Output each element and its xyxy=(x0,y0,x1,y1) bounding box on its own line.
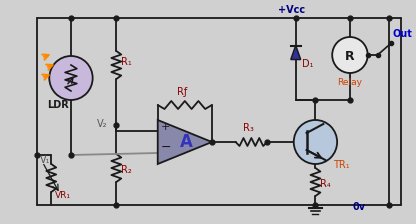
Circle shape xyxy=(49,56,93,100)
Text: A: A xyxy=(180,133,193,151)
Text: D₁: D₁ xyxy=(302,58,313,69)
Text: +Vcc: +Vcc xyxy=(278,5,305,15)
Text: +: + xyxy=(161,122,170,132)
Text: R: R xyxy=(345,50,355,63)
Text: LDR: LDR xyxy=(47,100,69,110)
Text: TR₁: TR₁ xyxy=(333,160,350,170)
Text: V₂: V₂ xyxy=(97,119,107,129)
Text: VR₁: VR₁ xyxy=(55,191,71,200)
Text: Relay: Relay xyxy=(337,78,362,87)
Text: V₁: V₁ xyxy=(40,155,50,165)
Text: Rƒ: Rƒ xyxy=(178,87,188,97)
Circle shape xyxy=(332,37,368,73)
Polygon shape xyxy=(291,45,301,60)
Text: R₄: R₄ xyxy=(320,179,331,189)
Text: Out: Out xyxy=(392,29,412,39)
Text: R₃: R₃ xyxy=(243,123,254,133)
Text: R₂: R₂ xyxy=(121,165,132,175)
Polygon shape xyxy=(158,120,212,164)
Text: 0v: 0v xyxy=(353,202,366,212)
Circle shape xyxy=(294,120,337,164)
Text: −: − xyxy=(161,141,171,154)
Text: R₁: R₁ xyxy=(121,57,132,67)
